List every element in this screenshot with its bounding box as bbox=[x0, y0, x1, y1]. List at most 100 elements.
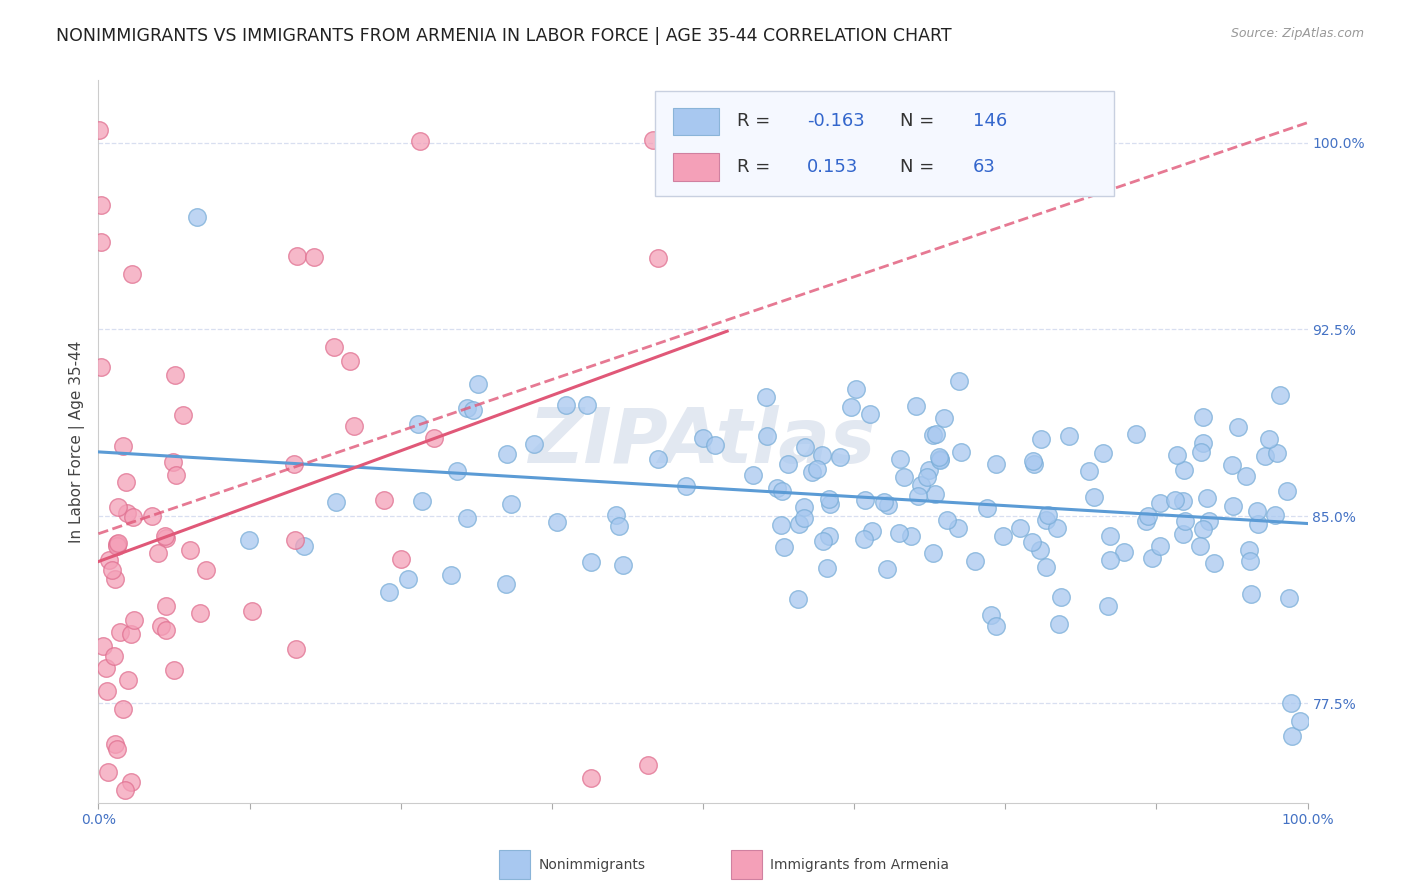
Point bbox=[240, 603, 263, 617]
Point bbox=[292, 539, 315, 553]
Point bbox=[1047, 617, 1070, 632]
Point bbox=[815, 561, 838, 575]
Point bbox=[378, 584, 401, 599]
Point bbox=[446, 464, 468, 478]
Point bbox=[423, 431, 446, 445]
Point bbox=[1173, 463, 1195, 477]
Point bbox=[1099, 529, 1122, 543]
Text: Source: ZipAtlas.com: Source: ZipAtlas.com bbox=[1230, 27, 1364, 40]
Point bbox=[1035, 559, 1057, 574]
Point bbox=[876, 562, 898, 576]
Point bbox=[1237, 543, 1260, 558]
Point bbox=[96, 660, 118, 674]
Point bbox=[155, 624, 177, 638]
Point bbox=[853, 532, 876, 546]
Point bbox=[612, 558, 634, 572]
FancyBboxPatch shape bbox=[655, 91, 1114, 196]
Point bbox=[778, 457, 800, 471]
Point bbox=[411, 494, 433, 508]
Point bbox=[576, 398, 599, 412]
Point bbox=[111, 702, 134, 716]
Text: 146: 146 bbox=[973, 112, 1007, 130]
Point bbox=[146, 546, 169, 560]
Point bbox=[1174, 514, 1197, 528]
Point bbox=[579, 771, 602, 785]
Point bbox=[1247, 517, 1270, 532]
Bar bbox=[673, 153, 718, 181]
Text: Immigrants from Armenia: Immigrants from Armenia bbox=[770, 858, 949, 872]
Point bbox=[155, 599, 177, 614]
Point bbox=[90, 359, 112, 374]
Point bbox=[107, 741, 129, 756]
Point bbox=[104, 572, 127, 586]
Point bbox=[406, 417, 429, 432]
Point bbox=[675, 479, 697, 493]
Point bbox=[607, 518, 630, 533]
Point bbox=[1240, 587, 1263, 601]
Point bbox=[647, 452, 669, 467]
Point bbox=[1031, 432, 1053, 446]
Text: 0.153: 0.153 bbox=[807, 158, 858, 176]
Point bbox=[950, 444, 973, 458]
Point bbox=[1057, 428, 1080, 442]
Point bbox=[1246, 503, 1268, 517]
Point bbox=[1264, 508, 1286, 522]
Point bbox=[1091, 446, 1114, 460]
Point bbox=[873, 495, 896, 509]
Point bbox=[1125, 426, 1147, 441]
Point bbox=[991, 529, 1014, 543]
Point bbox=[946, 521, 969, 535]
Point bbox=[105, 537, 128, 551]
Text: NONIMMIGRANTS VS IMMIGRANTS FROM ARMENIA IN LABOR FORCE | AGE 35-44 CORRELATION : NONIMMIGRANTS VS IMMIGRANTS FROM ARMENIA… bbox=[56, 27, 952, 45]
Point bbox=[104, 737, 127, 751]
Point bbox=[1192, 436, 1215, 450]
Point bbox=[637, 758, 659, 772]
Point bbox=[703, 438, 725, 452]
Point bbox=[770, 483, 793, 498]
Point bbox=[928, 450, 950, 464]
Point bbox=[1163, 492, 1185, 507]
Point bbox=[165, 368, 187, 383]
Point bbox=[120, 627, 142, 641]
Point bbox=[976, 501, 998, 516]
Point bbox=[915, 470, 938, 484]
Point bbox=[396, 572, 419, 586]
Point bbox=[108, 625, 131, 640]
Point bbox=[495, 577, 517, 591]
Point bbox=[555, 398, 578, 412]
Point bbox=[1098, 552, 1121, 566]
Point bbox=[692, 431, 714, 445]
Point bbox=[1204, 556, 1226, 570]
Point bbox=[918, 463, 941, 477]
Point bbox=[877, 499, 900, 513]
Point bbox=[339, 353, 361, 368]
Bar bbox=[673, 108, 718, 136]
Point bbox=[122, 509, 145, 524]
Point bbox=[499, 497, 522, 511]
Text: R =: R = bbox=[737, 112, 776, 130]
Point bbox=[117, 673, 139, 687]
Point bbox=[495, 447, 517, 461]
Text: ZIPAtlas: ZIPAtlas bbox=[529, 405, 877, 478]
Point bbox=[922, 545, 945, 559]
Point bbox=[984, 619, 1007, 633]
Point bbox=[162, 455, 184, 469]
Point bbox=[741, 467, 763, 482]
Point bbox=[1083, 490, 1105, 504]
Point bbox=[283, 457, 305, 471]
Point bbox=[523, 436, 546, 450]
Point bbox=[114, 475, 136, 489]
Point bbox=[948, 374, 970, 388]
Point bbox=[887, 526, 910, 541]
Point bbox=[839, 401, 862, 415]
Point bbox=[853, 493, 876, 508]
Point bbox=[153, 529, 176, 543]
Point bbox=[924, 487, 946, 501]
Point bbox=[910, 478, 932, 492]
Point bbox=[1050, 590, 1073, 604]
Point bbox=[150, 619, 173, 633]
Point bbox=[647, 252, 669, 266]
Point bbox=[285, 249, 308, 263]
Text: 63: 63 bbox=[973, 158, 995, 176]
Point bbox=[579, 555, 602, 569]
